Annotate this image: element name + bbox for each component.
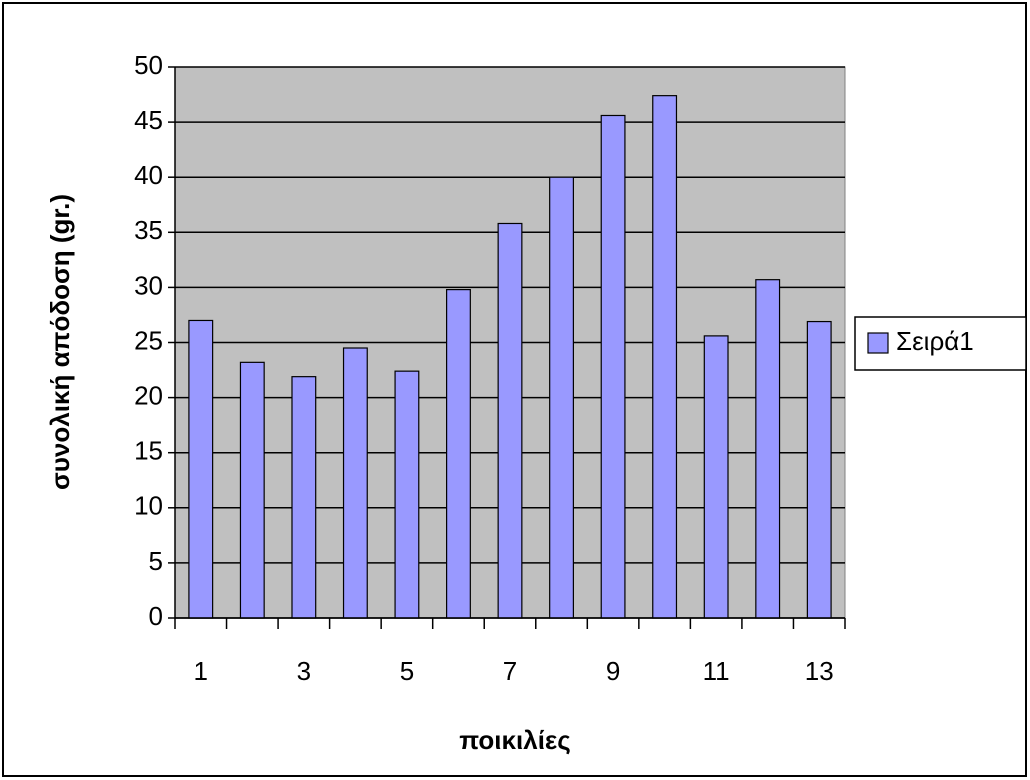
- bar: [497, 222, 523, 619]
- y-tick-label: 45: [134, 105, 163, 135]
- bar: [239, 361, 265, 619]
- bar: [394, 370, 420, 619]
- y-tick-label: 35: [134, 215, 163, 245]
- bar: [188, 319, 214, 619]
- x-tick-label: 7: [503, 656, 517, 686]
- legend-swatch: [867, 332, 889, 354]
- y-tick-label: 10: [134, 491, 163, 521]
- bar: [446, 289, 471, 619]
- bar: [703, 335, 729, 619]
- bar: [652, 95, 678, 619]
- y-tick-label: 15: [134, 436, 163, 466]
- y-tick-label: 20: [134, 380, 163, 410]
- bar: [755, 279, 781, 619]
- y-tick-label: 5: [149, 546, 163, 576]
- x-tick-label: 3: [297, 656, 311, 686]
- x-tick-label: 5: [400, 656, 414, 686]
- y-tick-label: 25: [134, 325, 163, 355]
- x-axis-title: ποικιλίες: [459, 725, 571, 755]
- y-tick-label: 40: [134, 160, 163, 190]
- bar: [600, 114, 626, 619]
- bar: [342, 347, 368, 619]
- y-tick-label: 30: [134, 270, 163, 300]
- x-tick-label: 13: [805, 656, 834, 686]
- x-tick-label: 11: [703, 656, 730, 686]
- x-tick-label: 1: [194, 656, 208, 686]
- bar: [291, 376, 317, 619]
- bar: [806, 320, 832, 619]
- x-tick-label: 9: [606, 656, 620, 686]
- y-tick-label: 0: [149, 601, 163, 631]
- y-tick-label: 50: [134, 50, 163, 80]
- y-axis-title: συνολική απόδοση (gr.): [45, 194, 75, 490]
- bar: [549, 176, 574, 619]
- legend-label: Σειρά1: [896, 326, 974, 356]
